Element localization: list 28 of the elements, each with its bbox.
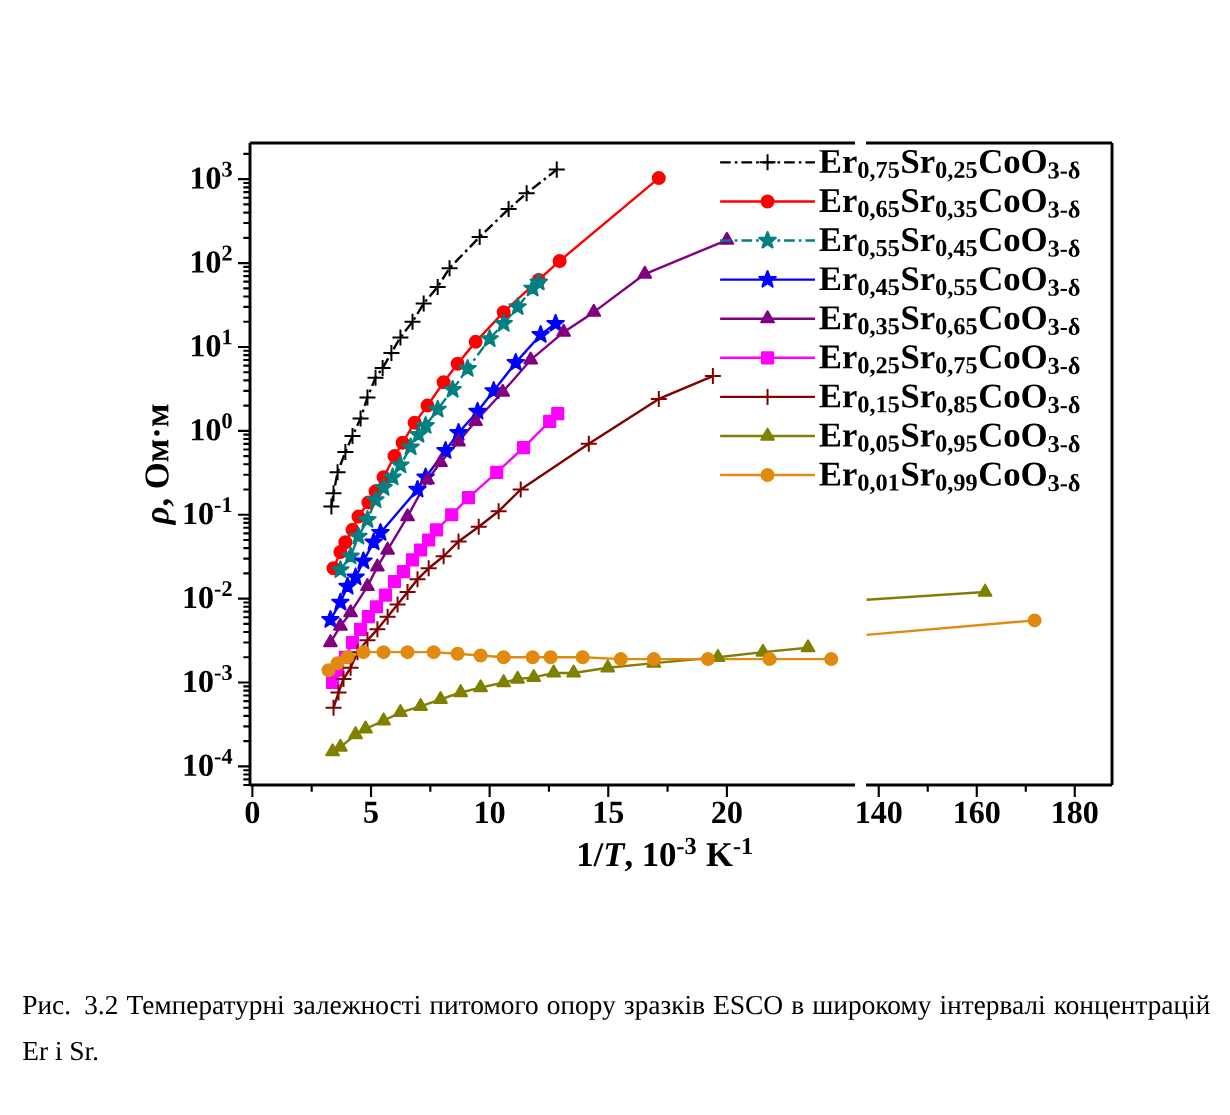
y-tick-label: 10$^{-3}$ bbox=[184, 665, 232, 693]
x-tick-label: 140 bbox=[857, 801, 902, 824]
legend-label: Er$_{0,25}$Sr$_{0,75}$CoO$_{3-δ}$ bbox=[819, 345, 1080, 378]
x-axis-title: 1/T, 10$^{-3}$ K$^{-1}$ bbox=[579, 837, 752, 872]
legend-label: Er$_{0,55}$Sr$_{0,45}$CoO$_{3-δ}$ bbox=[819, 228, 1080, 260]
legend-label: Er$_{0,05}$Sr$_{0,95}$CoO$_{3-δ}$ bbox=[819, 423, 1080, 456]
y-tick-label: 10$^{0}$ bbox=[192, 413, 232, 441]
x-tick-label: 180 bbox=[1053, 801, 1098, 824]
y-tick-label: 10$^{-4}$ bbox=[184, 748, 233, 777]
legend-label: Er$_{0,15}$Sr$_{0,85}$CoO$_{3-δ}$ bbox=[819, 384, 1080, 417]
x-tick-label: 10 bbox=[476, 801, 505, 824]
legend-label: Er$_{0,35}$Sr$_{0,65}$CoO$_{3-δ}$ bbox=[819, 306, 1080, 338]
x-tick-label: 5 bbox=[364, 801, 378, 823]
y-tick-label: 10$^{2}$ bbox=[192, 245, 232, 273]
y-tick-label: 10$^{-2}$ bbox=[184, 581, 232, 609]
y-axis-title: ρ, Ом·м bbox=[145, 404, 176, 526]
x-tick-label: 20 bbox=[712, 801, 742, 824]
legend-label: Er$_{0,45}$Sr$_{0,55}$CoO$_{3-δ}$ bbox=[819, 267, 1080, 299]
y-tick-label: 10$^{1}$ bbox=[192, 329, 232, 357]
legend-label: Er$_{0,65}$Sr$_{0,35}$CoO$_{3-δ}$ bbox=[819, 188, 1080, 221]
x-tick-label: 15 bbox=[594, 801, 624, 824]
legend-label: Er$_{0,01}$Sr$_{0,99}$CoO$_{3-δ}$ bbox=[819, 462, 1080, 495]
text: Рис. 3.2 Температурні залежності питомого опору зразків ESCO в широкому інтервалі концентрацій Er і Sr. bbox=[23, 995, 1210, 1061]
y-tick-label: 10$^{-1}$ bbox=[184, 497, 232, 525]
x-tick-label: 0 bbox=[245, 801, 260, 824]
legend-label: Er$_{0,75}$Sr$_{0,25}$CoO$_{3-δ}$ bbox=[819, 149, 1080, 182]
y-tick-label: 10$^{3}$ bbox=[192, 161, 232, 189]
x-tick-label: 160 bbox=[955, 801, 1000, 824]
